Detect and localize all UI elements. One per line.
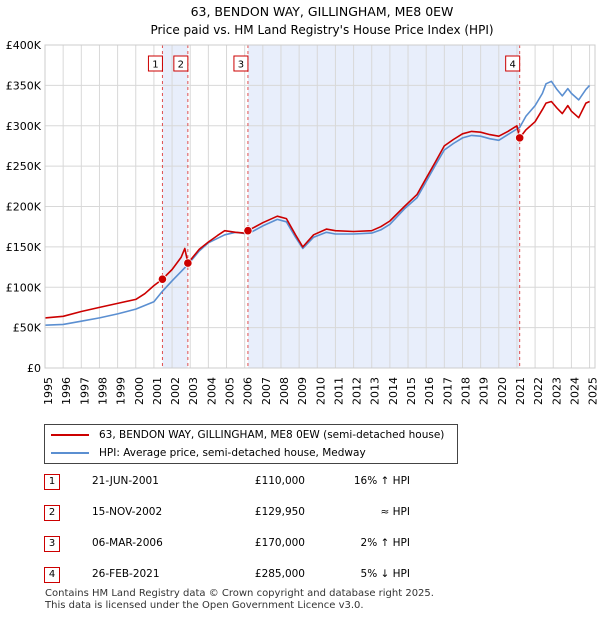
- x-tick-label: 2014: [387, 377, 400, 405]
- x-tick-label: 2005: [224, 377, 237, 405]
- sale-point: [183, 258, 193, 268]
- sale-point: [515, 133, 525, 143]
- legend-swatch-property: [51, 434, 89, 436]
- x-tick-label: 2024: [568, 377, 581, 405]
- x-tick-label: 1999: [115, 377, 128, 405]
- x-tick-label: 1997: [78, 377, 91, 405]
- y-tick-label: £350K: [6, 79, 42, 92]
- sale-label-number: 4: [509, 60, 515, 71]
- y-tick-label: £400K: [6, 39, 42, 52]
- sale-label-number: 2: [178, 60, 184, 71]
- plot-frame: [44, 44, 596, 369]
- chart-subtitle: Price paid vs. HM Land Registry's House …: [150, 23, 493, 37]
- sale-label-box: [233, 55, 249, 72]
- sales-table: 1 21-JUN-2001 £110,000 16% ↑ HPI 2 15-NO…: [40, 470, 440, 594]
- x-tick-label: 2020: [496, 377, 509, 405]
- x-tick-label: 2003: [187, 377, 200, 405]
- x-tick-label: 2016: [423, 377, 436, 405]
- x-tick-label: 2010: [314, 377, 327, 405]
- x-tick-label: 2025: [587, 377, 600, 405]
- x-tick-label: 2006: [242, 377, 255, 405]
- chart-title: 63, BENDON WAY, GILLINGHAM, ME8 0EW: [191, 4, 454, 19]
- sale-label-box: [147, 55, 163, 72]
- property-series-line: [44, 100, 590, 319]
- x-tick-label: 2021: [514, 377, 527, 405]
- table-row: 2 15-NOV-2002 £129,950 ≈ HPI: [40, 501, 440, 532]
- x-tick-label: 2004: [205, 377, 218, 405]
- x-tick-label: 2022: [532, 377, 545, 405]
- x-tick-label: 2009: [296, 377, 309, 405]
- x-tick-label: 2002: [169, 377, 182, 405]
- sale-point: [157, 274, 168, 284]
- sale-price: £110,000: [254, 475, 305, 487]
- sale-label-number: 3: [238, 60, 244, 71]
- hpi-series-line: [44, 80, 591, 326]
- legend-label-property: 63, BENDON WAY, GILLINGHAM, ME8 0EW (sem…: [99, 429, 445, 441]
- sale-hpi-comparison: 5% ↓ HPI: [360, 568, 410, 580]
- legend-label-hpi: HPI: Average price, semi-detached house,…: [99, 447, 366, 459]
- y-tick-label: £200K: [6, 201, 42, 214]
- table-row: 1 21-JUN-2001 £110,000 16% ↑ HPI: [40, 470, 440, 501]
- x-tick-label: 2011: [332, 377, 345, 405]
- legend-item-hpi: HPI: Average price, semi-detached house,…: [51, 445, 366, 461]
- sale-date: 26-FEB-2021: [92, 568, 160, 580]
- table-row: 4 26-FEB-2021 £285,000 5% ↓ HPI: [40, 563, 440, 594]
- price-chart: 63, BENDON WAY, GILLINGHAM, ME8 0EW Pric…: [6, 4, 600, 405]
- y-tick-label: £150K: [6, 241, 42, 254]
- sale-hpi-comparison: 16% ↑ HPI: [353, 475, 410, 487]
- y-tick-label: £50K: [13, 322, 42, 335]
- sale-number-badge: 4: [44, 567, 60, 583]
- sale-date: 15-NOV-2002: [92, 506, 163, 518]
- sale-price: £170,000: [254, 537, 305, 549]
- x-tick-label: 1996: [60, 377, 73, 405]
- x-tick-label: 2018: [459, 377, 472, 405]
- x-tick-label: 2012: [351, 377, 364, 405]
- y-tick-label: £0: [27, 362, 41, 375]
- sale-point: [243, 226, 253, 236]
- sale-label-box: [173, 55, 189, 72]
- sale-label-number: 1: [152, 60, 158, 71]
- y-tick-label: £250K: [6, 160, 42, 173]
- x-tick-label: 2000: [133, 377, 146, 405]
- x-tick-label: 2019: [478, 377, 491, 405]
- sale-label-box: [505, 55, 521, 72]
- x-tick-label: 2001: [151, 377, 164, 405]
- sale-date: 21-JUN-2001: [92, 475, 159, 487]
- x-tick-label: 2008: [278, 377, 291, 405]
- legend-swatch-hpi: [51, 452, 89, 454]
- footer-attribution: Contains HM Land Registry data © Crown c…: [45, 588, 434, 612]
- sale-date: 06-MAR-2006: [92, 537, 163, 549]
- x-tick-label: 1998: [96, 377, 109, 405]
- footer-line-2: This data is licensed under the Open Gov…: [45, 600, 364, 611]
- x-tick-label: 2013: [369, 377, 382, 405]
- legend: 63, BENDON WAY, GILLINGHAM, ME8 0EW (sem…: [44, 424, 458, 464]
- sale-number-badge: 2: [44, 505, 60, 521]
- footer-line-1: Contains HM Land Registry data © Crown c…: [45, 588, 434, 599]
- sale-hpi-comparison: 2% ↑ HPI: [360, 537, 410, 549]
- x-tick-label: 2015: [405, 377, 418, 405]
- x-tick-label: 2023: [550, 377, 563, 405]
- table-row: 3 06-MAR-2006 £170,000 2% ↑ HPI: [40, 532, 440, 563]
- sale-hpi-comparison: ≈ HPI: [380, 506, 410, 518]
- x-tick-label: 2007: [260, 377, 273, 405]
- sale-price: £129,950: [254, 506, 305, 518]
- sale-number-badge: 3: [44, 536, 60, 552]
- sale-price: £285,000: [254, 568, 305, 580]
- x-tick-label: 2017: [441, 377, 454, 405]
- y-tick-label: £100K: [6, 281, 42, 294]
- sale-number-badge: 1: [44, 474, 60, 490]
- x-tick-label: 1995: [42, 377, 55, 405]
- legend-item-property: 63, BENDON WAY, GILLINGHAM, ME8 0EW (sem…: [51, 427, 444, 443]
- y-tick-label: £300K: [6, 120, 42, 133]
